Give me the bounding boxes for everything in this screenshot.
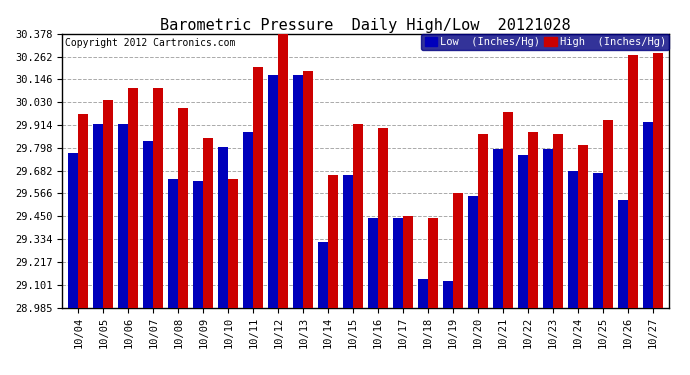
Bar bbox=[278, 29, 288, 308]
Bar bbox=[503, 112, 513, 308]
Bar bbox=[368, 218, 378, 308]
Bar bbox=[428, 218, 438, 308]
Bar bbox=[228, 179, 238, 308]
Bar bbox=[268, 75, 278, 308]
Bar bbox=[343, 175, 353, 308]
Bar bbox=[128, 88, 138, 308]
Bar bbox=[643, 122, 653, 308]
Bar bbox=[653, 53, 663, 307]
Bar bbox=[403, 216, 413, 308]
Bar bbox=[478, 134, 488, 308]
Bar bbox=[593, 173, 603, 308]
Title: Barometric Pressure  Daily High/Low  20121028: Barometric Pressure Daily High/Low 20121… bbox=[160, 18, 571, 33]
Bar bbox=[568, 171, 578, 308]
Bar bbox=[244, 132, 253, 308]
Bar bbox=[553, 134, 563, 308]
Bar bbox=[93, 124, 104, 308]
Bar bbox=[353, 124, 363, 308]
Bar bbox=[218, 147, 228, 308]
Bar bbox=[543, 149, 553, 308]
Bar bbox=[493, 149, 503, 308]
Bar bbox=[153, 88, 164, 308]
Bar bbox=[118, 124, 128, 308]
Bar bbox=[303, 71, 313, 308]
Legend: Low  (Inches/Hg), High  (Inches/Hg): Low (Inches/Hg), High (Inches/Hg) bbox=[422, 34, 669, 50]
Bar bbox=[328, 175, 338, 308]
Bar bbox=[453, 192, 463, 308]
Bar bbox=[418, 279, 428, 308]
Bar bbox=[253, 67, 264, 308]
Bar bbox=[468, 196, 478, 308]
Bar bbox=[79, 114, 88, 308]
Bar bbox=[518, 155, 528, 308]
Bar bbox=[393, 218, 403, 308]
Bar bbox=[628, 55, 638, 308]
Bar bbox=[168, 179, 178, 308]
Bar bbox=[68, 153, 79, 308]
Bar bbox=[378, 128, 388, 308]
Bar bbox=[293, 75, 303, 308]
Bar bbox=[603, 120, 613, 308]
Bar bbox=[104, 100, 113, 308]
Bar bbox=[578, 146, 588, 308]
Bar bbox=[443, 281, 453, 308]
Bar bbox=[204, 138, 213, 308]
Bar bbox=[528, 132, 538, 308]
Bar bbox=[178, 108, 188, 308]
Bar bbox=[318, 242, 328, 308]
Bar bbox=[618, 200, 628, 308]
Bar bbox=[193, 181, 204, 308]
Bar bbox=[144, 141, 153, 308]
Text: Copyright 2012 Cartronics.com: Copyright 2012 Cartronics.com bbox=[65, 38, 235, 48]
